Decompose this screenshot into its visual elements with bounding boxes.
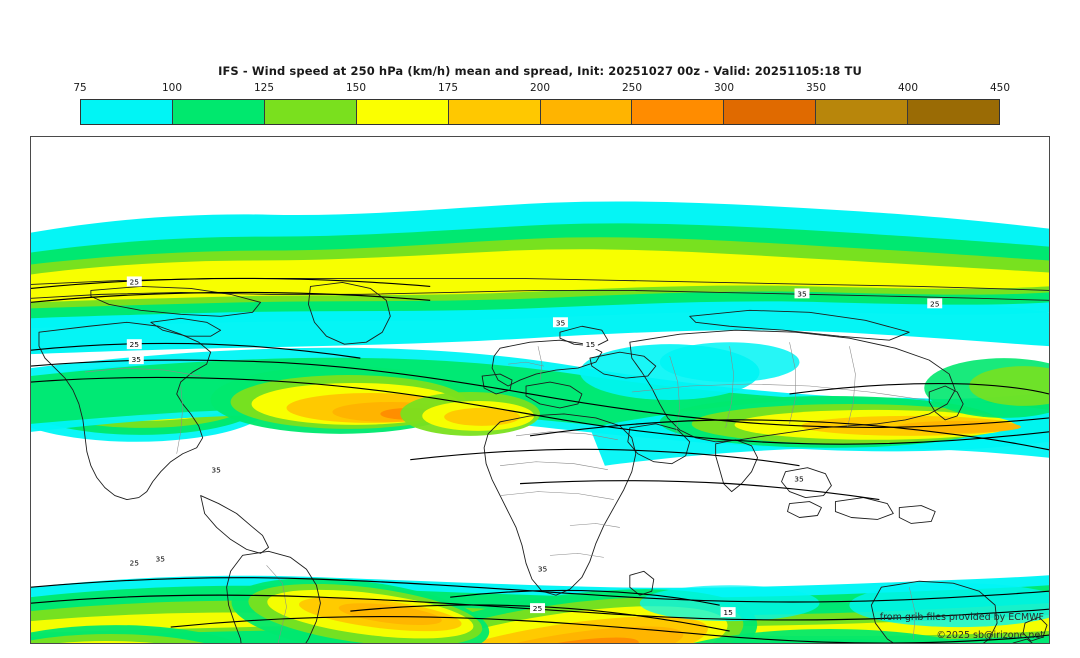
colorbar-segment-400-450 (908, 100, 1000, 124)
figure-title: IFS - Wind speed at 250 hPa (km/h) mean … (218, 64, 862, 78)
colorbar-segment-200-250 (540, 100, 633, 124)
contour-labels: 25 25 35 35 (126, 276, 943, 617)
contour-label-25d: 25 (130, 558, 140, 567)
colorbar-segment-250-300 (632, 100, 725, 124)
spread-contours (31, 277, 1049, 643)
contour-label-35g: 35 (794, 475, 804, 484)
colorbar-segment-350-400 (816, 100, 909, 124)
contour-label-25e: 25 (533, 604, 543, 613)
colorbar-tick-6: 250 (621, 82, 643, 94)
colorbar: 75 100 125 150 175 200 250 300 350 400 4… (73, 82, 1010, 125)
colorbar-tick-2: 125 (253, 82, 275, 94)
contour-label-35e: 35 (155, 554, 165, 563)
map-svg: 25 25 35 35 (31, 137, 1049, 643)
colorbar-segment-125-150 (264, 100, 357, 124)
contour-label-35a: 35 (132, 355, 142, 364)
colorbar-tick-7: 300 (713, 82, 735, 94)
colorbar-tick-3: 150 (345, 82, 367, 94)
colorbar-strip (80, 99, 1000, 125)
contour-label-35c: 35 (797, 289, 807, 298)
colorbar-tick-0: 75 (73, 82, 87, 94)
contour-label-35d: 35 (211, 466, 221, 475)
colorbar-segment-150-175 (356, 100, 449, 124)
colorbar-tick-4: 175 (437, 82, 459, 94)
colorbar-segment-75-100 (81, 100, 173, 124)
map-canvas: 25 25 35 35 (30, 136, 1050, 644)
contour-label-35f: 35 (538, 564, 548, 573)
coastlines (31, 277, 1049, 643)
colorbar-segment-100-125 (172, 100, 265, 124)
colorbar-tick-8: 350 (805, 82, 827, 94)
contour-label-25b: 25 (130, 340, 140, 349)
colorbar-tick-9: 400 (897, 82, 919, 94)
shading-northern-hemisphere (31, 201, 1049, 466)
colorbar-tick-labels: 75 100 125 150 175 200 250 300 350 400 4… (73, 82, 1010, 98)
colorbar-segment-300-350 (724, 100, 817, 124)
contour-label-15b: 15 (723, 608, 733, 617)
colorbar-segment-175-200 (448, 100, 541, 124)
colorbar-tick-1: 100 (161, 82, 183, 94)
contour-label-25a: 25 (130, 277, 140, 286)
data-source-credit: from grib files provided by ECMWF (879, 612, 1044, 623)
contour-label-35b: 35 (556, 318, 566, 327)
colorbar-tick-5: 200 (529, 82, 551, 94)
copyright-credit: ©2025 sb@irizone.net (936, 630, 1044, 641)
colorbar-tick-10: 450 (989, 82, 1011, 94)
contour-label-25c: 25 (930, 299, 940, 308)
contour-label-15a: 15 (586, 340, 596, 349)
